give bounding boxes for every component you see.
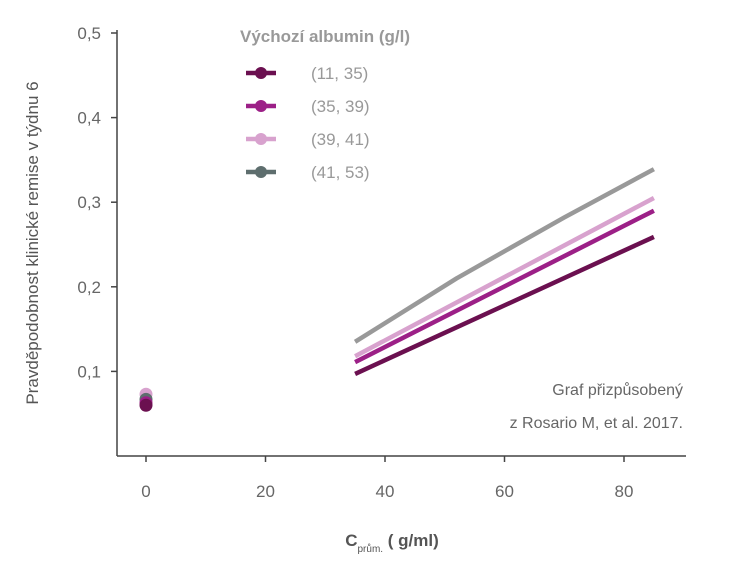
annotation-line-1: Graf přizpůsobený [552, 381, 683, 399]
x-axis-title-sub: prům. [358, 543, 384, 555]
x-axis-title: Cprům. ( g/ml) [345, 531, 439, 555]
y-tick-label: 0,4 [77, 109, 101, 128]
legend-label: (39, 41) [311, 130, 370, 149]
y-tick-label: 0,5 [77, 24, 101, 43]
legend-label: (41, 53) [311, 163, 370, 182]
series-lines [353, 167, 655, 376]
x-tick-label: 80 [615, 482, 634, 501]
x-tick-label: 60 [495, 482, 514, 501]
x-tick-label: 20 [256, 482, 275, 501]
legend-swatch-dot [255, 100, 267, 112]
legend-swatch-dot [255, 67, 267, 79]
series-point [139, 398, 153, 412]
ticks-layer: 0,1 0,2 0,3 0,4 0,5 0 20 40 60 80 [77, 24, 633, 501]
legend-swatch-dot [255, 166, 267, 178]
series-line [354, 208, 655, 365]
legend-label: (11, 35) [311, 64, 368, 83]
x-axis-title-rest: ( g/ml) [383, 531, 439, 550]
legend-title: Výchozí albumin (g/l) [240, 27, 410, 46]
legend-swatch-dot [255, 133, 267, 145]
annotation-line-2: z Rosario M, et al. 2017. [510, 415, 683, 432]
x-tick-label: 40 [376, 482, 395, 501]
series-points [139, 387, 153, 412]
y-tick-label: 0,2 [77, 278, 101, 297]
legend: (11, 35) (35, 39) (39, 41) (41, 53) [246, 64, 370, 182]
x-tick-label: 0 [141, 482, 150, 501]
y-tick-label: 0,3 [77, 193, 101, 212]
series-line [353, 167, 655, 344]
y-axis-title: Pravděpodobnost klinické remise v týdnu … [23, 81, 42, 404]
series-line [354, 234, 655, 376]
x-axis-title-main: C [345, 531, 357, 550]
legend-label: (35, 39) [311, 97, 370, 116]
y-tick-label: 0,1 [77, 362, 101, 381]
series-line [354, 196, 655, 359]
